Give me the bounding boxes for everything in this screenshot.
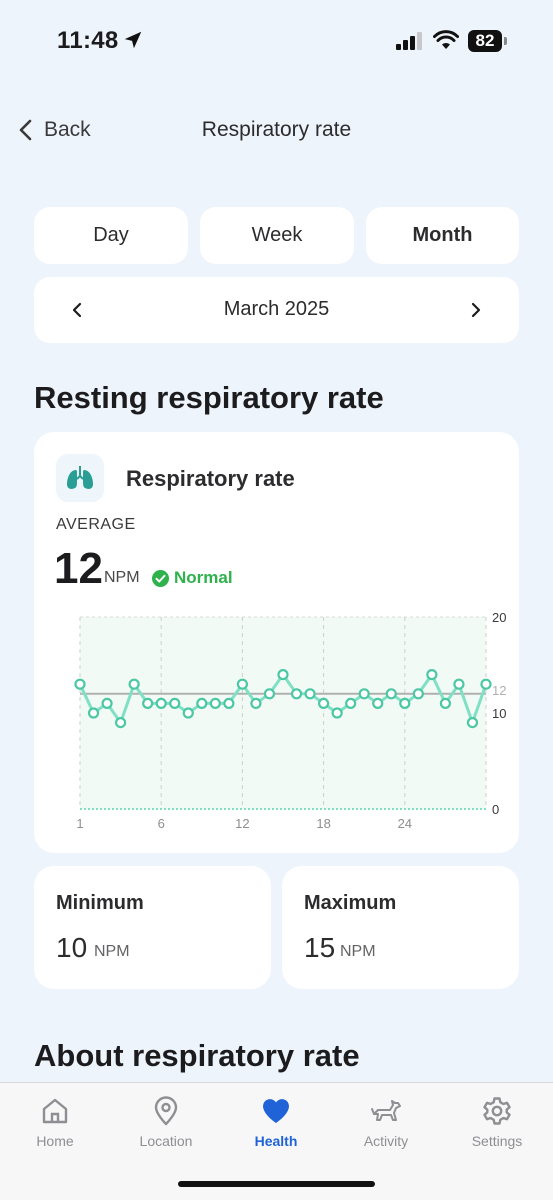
battery-level: 82 <box>468 30 502 52</box>
tab-home[interactable]: Home <box>5 1095 105 1149</box>
data-point <box>466 716 479 729</box>
status-text: Normal <box>174 568 233 587</box>
data-point <box>426 668 438 681</box>
dog-icon <box>371 1100 401 1121</box>
check-circle-icon <box>152 569 169 587</box>
x-tick-label: 6 <box>158 816 165 831</box>
data-point <box>169 697 181 710</box>
status-bar: 11:48 82 <box>0 0 553 80</box>
average-line-label: 12 <box>492 683 506 698</box>
data-point <box>223 697 235 710</box>
data-point <box>87 707 100 719</box>
card-title: Respiratory rate <box>126 466 295 491</box>
location-arrow-icon <box>124 31 142 49</box>
tab-activity[interactable]: Activity <box>336 1095 436 1149</box>
heart-icon <box>263 1099 289 1123</box>
data-point <box>331 707 343 719</box>
tab-bar: Home Location Health Activity Settings <box>0 1082 553 1200</box>
data-point <box>209 697 221 710</box>
tab-activity-label: Activity <box>363 1133 409 1149</box>
minimum-unit: NPM <box>94 943 130 960</box>
next-month-button[interactable] <box>463 297 489 323</box>
tab-health-label: Health <box>254 1133 298 1149</box>
data-point <box>453 678 465 690</box>
data-point <box>399 697 411 710</box>
data-point <box>480 678 492 690</box>
data-point <box>114 716 127 729</box>
data-point <box>385 688 397 700</box>
data-point <box>182 707 194 719</box>
back-label: Back <box>44 118 91 141</box>
period-navigator: March 2025 <box>34 277 519 343</box>
data-point <box>412 688 424 700</box>
tab-settings[interactable]: Settings <box>447 1095 547 1149</box>
data-point <box>155 697 167 710</box>
home-indicator <box>178 1181 375 1187</box>
tab-day[interactable]: Day <box>34 207 188 264</box>
respiratory-rate-card: Respiratory rate AVERAGE 12 NPM Normal 1… <box>34 432 519 853</box>
wifi-icon <box>433 30 459 49</box>
tab-home-label: Home <box>36 1133 74 1149</box>
data-point <box>142 697 154 710</box>
page-title: Respiratory rate <box>201 118 352 141</box>
previous-month-button[interactable] <box>64 297 90 323</box>
maximum-card: Maximum 15 NPM <box>282 866 519 989</box>
average-value: 12 <box>54 544 103 593</box>
tab-location[interactable]: Location <box>116 1095 216 1149</box>
data-point <box>372 697 384 710</box>
average-label: AVERAGE <box>56 516 136 533</box>
data-point <box>277 668 289 681</box>
data-point <box>304 688 316 700</box>
x-tick-label: 12 <box>235 816 249 831</box>
maximum-unit: NPM <box>340 943 376 960</box>
tab-month[interactable]: Month <box>366 207 519 264</box>
cellular-signal-icon <box>396 32 422 50</box>
maximum-label: Maximum <box>304 892 397 914</box>
y-tick-label: 20 <box>492 610 506 625</box>
data-point <box>101 697 113 710</box>
data-point <box>196 697 208 710</box>
chevron-right-icon <box>471 302 481 318</box>
x-tick-label: 1 <box>76 816 83 831</box>
data-point <box>439 697 451 710</box>
minimum-card: Minimum 10 NPM <box>34 866 271 989</box>
data-point <box>236 678 248 690</box>
y-tick-label: 10 <box>492 706 506 721</box>
battery-icon: 82 <box>468 30 508 52</box>
location-pin-icon <box>154 1096 178 1126</box>
tab-location-label: Location <box>139 1133 193 1149</box>
data-point <box>263 688 276 700</box>
maximum-value: 15 <box>304 932 336 963</box>
data-point <box>128 678 140 690</box>
home-icon <box>42 1098 68 1124</box>
data-point <box>74 678 86 690</box>
minimum-label: Minimum <box>56 892 144 914</box>
lungs-icon <box>56 454 104 502</box>
data-point <box>290 688 303 700</box>
chevron-left-icon <box>19 119 32 141</box>
data-point <box>345 697 357 710</box>
average-unit: NPM <box>104 569 140 586</box>
y-tick-label: 0 <box>492 802 499 817</box>
tab-settings-label: Settings <box>471 1133 523 1149</box>
data-point <box>250 697 262 710</box>
nav-header: Back Respiratory rate <box>0 108 553 156</box>
status-time: 11:48 <box>57 27 119 54</box>
respiratory-rate-chart: 1 6 12 18 24 20 10 0 12 <box>74 610 506 831</box>
section-title-about: About respiratory rate <box>34 1038 360 1073</box>
chevron-left-icon <box>72 302 82 318</box>
section-title-resting: Resting respiratory rate <box>34 380 384 415</box>
x-tick-label: 24 <box>398 816 412 831</box>
data-point <box>358 688 370 700</box>
plot-area <box>80 617 486 809</box>
tab-week[interactable]: Week <box>200 207 354 264</box>
period-label: March 2025 <box>223 298 330 320</box>
data-point <box>318 697 330 710</box>
tab-health[interactable]: Health <box>226 1095 326 1149</box>
back-button[interactable]: Back <box>18 118 91 142</box>
gear-icon <box>483 1097 511 1125</box>
status-badge: Normal <box>152 568 233 588</box>
x-tick-label: 18 <box>316 816 330 831</box>
minimum-value: 10 <box>56 932 88 963</box>
